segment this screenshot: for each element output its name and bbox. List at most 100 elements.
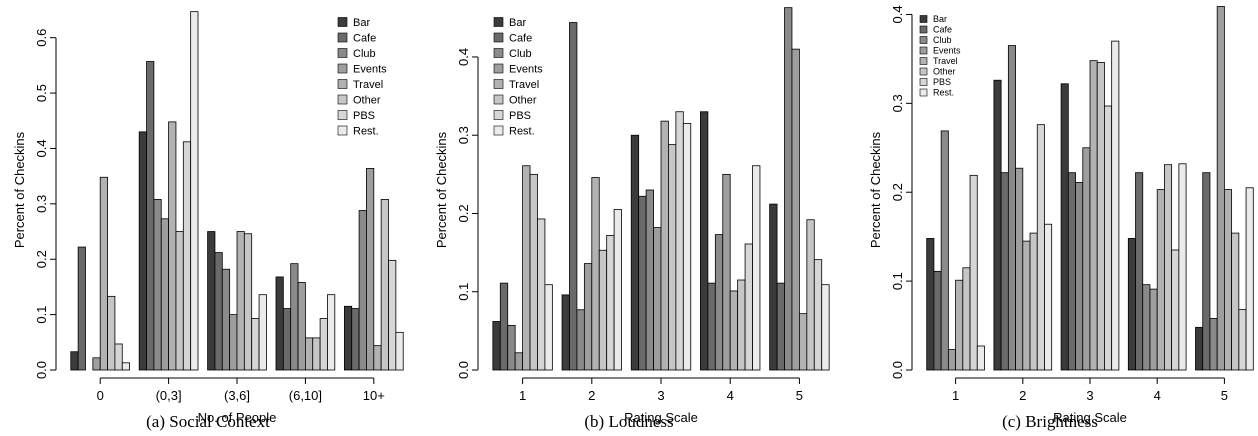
bar-cafe-1 — [569, 22, 578, 371]
bar-travel-1 — [1022, 240, 1031, 371]
bar-cafe-2 — [214, 252, 223, 371]
y-axis-label: Percent of Checkins — [868, 131, 883, 248]
bar-rest-2 — [1111, 40, 1120, 371]
x-axis-label: Rating Scale — [624, 410, 698, 425]
bar-rest-1 — [613, 209, 622, 371]
bar-pbs-3 — [744, 243, 753, 371]
bar-rest-3 — [1178, 163, 1187, 371]
bar-events-3 — [1149, 288, 1158, 371]
bar-club-3 — [714, 234, 724, 371]
bar-travel-1 — [591, 177, 600, 371]
legend-swatch — [337, 32, 348, 43]
bar-rest-2 — [258, 294, 267, 371]
bar-pbs-0 — [969, 174, 978, 371]
caption-loudness: (b) Loudness — [584, 412, 674, 431]
bar-rest-4 — [395, 331, 404, 371]
y-tick-label: 0.3 — [34, 195, 49, 213]
legend-label: Events — [933, 46, 961, 56]
bar-bar-2 — [207, 231, 216, 371]
bar-other-0 — [107, 295, 116, 371]
bar-other-2 — [668, 144, 677, 371]
y-axis: 0.0 0.1 0.2 0.3 0.4 Percent of Checkins — [434, 48, 479, 379]
y-tick-label: 0.1 — [34, 306, 49, 324]
bar-pbs-3 — [1171, 249, 1180, 371]
bar-cafe-0 — [77, 246, 86, 371]
y-tick-label: 0.6 — [34, 29, 49, 47]
legend-swatch — [493, 63, 504, 74]
bar-bar-4 — [1195, 326, 1204, 371]
y-tick-label: 0.1 — [890, 272, 905, 290]
legend-swatch — [919, 57, 928, 65]
legend-label: Other — [353, 94, 381, 106]
bar-events-1 — [160, 218, 169, 371]
bar-other-2 — [1096, 62, 1105, 371]
bar-other-3 — [312, 337, 321, 371]
bar-rest-1 — [1044, 223, 1053, 371]
bar-pbs-4 — [388, 259, 397, 371]
bar-pbs-0 — [114, 343, 123, 371]
legend-label: Other — [933, 67, 956, 77]
bar-club-3 — [290, 263, 299, 371]
bar-events-2 — [1082, 147, 1091, 371]
bar-club-1 — [1007, 45, 1016, 371]
y-tick-label: 0.0 — [34, 361, 49, 379]
bar-travel-0 — [522, 165, 531, 371]
bar-club-0 — [507, 324, 516, 371]
bar-events-4 — [1216, 6, 1225, 371]
bar-rest-4 — [821, 284, 830, 371]
x-tick-label: 10+ — [363, 388, 385, 403]
bar-bar-2 — [1060, 83, 1069, 371]
legend-label: Club — [353, 48, 376, 60]
bar-travel-3 — [304, 337, 314, 371]
legend-label: Cafe — [509, 32, 532, 44]
x-tick-label: (0,3] — [156, 388, 182, 403]
bar-club-1 — [153, 199, 162, 371]
bar-pbs-1 — [1036, 124, 1045, 371]
bar-cafe-0 — [933, 270, 942, 371]
bar-pbs-2 — [251, 318, 260, 371]
y-tick-label: 0.0 — [890, 361, 905, 379]
y-tick-label: 0.4 — [456, 48, 471, 66]
chart-social-context: 0.0 0.1 0.2 0.3 0.4 0.5 0.6 Percent of Checkins… — [12, 11, 404, 425]
legend-label: Bar — [509, 17, 526, 29]
legend-swatch — [493, 48, 504, 58]
legend-label: Travel — [353, 79, 383, 91]
x-tick-label: 5 — [796, 388, 803, 403]
legend-label: Bar — [933, 14, 947, 24]
bar-pbs-3 — [319, 318, 328, 371]
legend-label: Rest. — [509, 125, 535, 137]
x-tick-label: 1 — [519, 388, 526, 403]
bar-cafe-4 — [1202, 172, 1211, 371]
bar-other-4 — [806, 219, 815, 371]
y-tick-label: 0.3 — [456, 126, 471, 144]
bar-events-4 — [366, 167, 375, 371]
bar-bar-3 — [700, 111, 709, 371]
bar-bar-1 — [993, 79, 1002, 371]
bar-groups — [926, 6, 1254, 371]
bar-club-0 — [940, 130, 949, 371]
x-tick-label: 4 — [727, 388, 734, 403]
bar-club-4 — [358, 210, 367, 371]
legend-swatch — [337, 17, 348, 27]
bar-pbs-1 — [606, 234, 615, 371]
bar-cafe-3 — [1135, 172, 1144, 371]
legend-swatch — [919, 36, 928, 44]
bar-other-2 — [243, 233, 253, 371]
chart-panel-loudness: 0.0 0.1 0.2 0.3 0.4 Percent of Checkins 1 2 3 4 5 R… — [416, 0, 842, 436]
bar-bar-0 — [926, 238, 935, 371]
bar-bar-1 — [561, 294, 570, 371]
legend-label: Travel — [933, 56, 958, 66]
bar-pbs-4 — [813, 259, 823, 371]
legend-swatch — [493, 125, 504, 136]
legend-label: PBS — [509, 110, 531, 122]
bar-club-4 — [1209, 318, 1218, 371]
y-axis-label: Percent of Checkins — [434, 131, 449, 248]
x-tick-label: 0 — [97, 388, 104, 403]
bar-events-3 — [297, 282, 306, 371]
legend-swatch — [337, 94, 348, 105]
bar-cafe-2 — [638, 195, 647, 371]
bar-travel-3 — [1156, 189, 1165, 371]
bar-bar-1 — [138, 131, 147, 371]
